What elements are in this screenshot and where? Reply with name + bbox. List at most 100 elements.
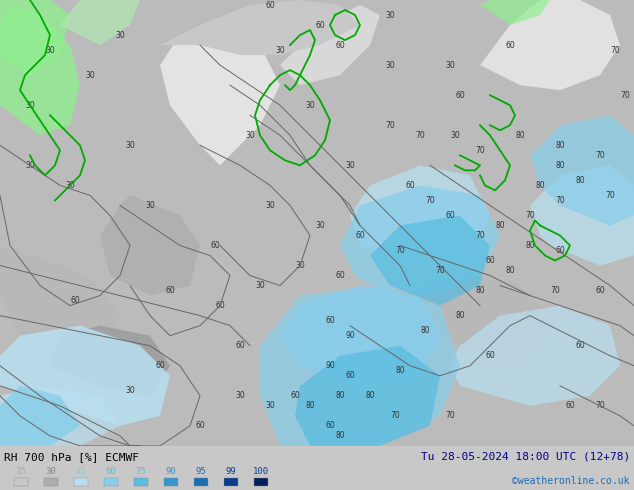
Text: 60: 60 [290, 392, 300, 400]
Text: 30: 30 [265, 401, 275, 410]
Text: 60: 60 [445, 211, 455, 220]
Text: 80: 80 [525, 241, 535, 250]
Text: 30: 30 [315, 221, 325, 230]
Text: 30: 30 [275, 46, 285, 54]
Polygon shape [160, 25, 280, 165]
Polygon shape [480, 0, 620, 90]
Text: 60: 60 [235, 341, 245, 350]
Text: 75: 75 [136, 467, 146, 476]
Bar [74, 478, 88, 486]
Text: 99: 99 [226, 467, 236, 476]
Polygon shape [530, 165, 634, 266]
Bar [104, 478, 118, 486]
Text: 30: 30 [345, 161, 355, 170]
Text: 80: 80 [555, 141, 565, 150]
Text: 30: 30 [125, 386, 135, 395]
Text: 60: 60 [315, 21, 325, 29]
Text: 30: 30 [25, 101, 35, 110]
Text: 30: 30 [85, 71, 95, 80]
Polygon shape [0, 326, 170, 426]
Bar [164, 478, 178, 486]
Text: 70: 70 [475, 231, 485, 240]
Text: 80: 80 [555, 161, 565, 170]
Text: 80: 80 [515, 131, 525, 140]
Text: 90: 90 [345, 331, 355, 340]
Text: 60: 60 [335, 41, 345, 49]
Polygon shape [0, 0, 70, 75]
Text: 80: 80 [335, 431, 345, 441]
Polygon shape [0, 245, 120, 356]
Text: 70: 70 [605, 191, 615, 200]
Text: 60: 60 [325, 421, 335, 430]
Polygon shape [370, 216, 490, 306]
Text: 30: 30 [295, 261, 305, 270]
Text: 70: 70 [385, 121, 395, 130]
Polygon shape [350, 165, 490, 266]
Polygon shape [160, 0, 360, 55]
Text: 80: 80 [365, 392, 375, 400]
Text: 90: 90 [325, 361, 335, 370]
Text: 15: 15 [16, 467, 27, 476]
Text: 60: 60 [210, 241, 220, 250]
Text: 70: 70 [445, 411, 455, 420]
Bar [224, 478, 238, 486]
Polygon shape [530, 115, 634, 225]
Text: 30: 30 [445, 61, 455, 70]
Text: 60: 60 [335, 271, 345, 280]
Text: 80: 80 [335, 392, 345, 400]
Text: 80: 80 [395, 366, 405, 375]
Text: 30: 30 [305, 101, 315, 110]
Text: 30: 30 [145, 201, 155, 210]
Text: 30: 30 [265, 201, 275, 210]
Text: 60: 60 [575, 341, 585, 350]
Text: 60: 60 [165, 286, 175, 295]
Polygon shape [280, 286, 440, 386]
Text: 80: 80 [476, 286, 485, 295]
Polygon shape [60, 0, 140, 45]
Text: 30: 30 [385, 61, 395, 70]
Text: 100: 100 [253, 467, 269, 476]
Polygon shape [480, 0, 550, 25]
Text: 30: 30 [235, 392, 245, 400]
Text: 70: 70 [550, 286, 560, 295]
Text: 60: 60 [555, 246, 565, 255]
Text: 30: 30 [46, 467, 56, 476]
Text: 30: 30 [115, 30, 125, 40]
Bar [44, 478, 58, 486]
Text: 30: 30 [385, 10, 395, 20]
Polygon shape [450, 306, 620, 406]
Text: 60: 60 [215, 301, 225, 310]
Text: 60: 60 [405, 181, 415, 190]
Polygon shape [0, 386, 80, 446]
Text: 30: 30 [245, 131, 255, 140]
Text: 60: 60 [325, 316, 335, 325]
Text: ©weatheronline.co.uk: ©weatheronline.co.uk [512, 476, 630, 486]
Text: 60: 60 [70, 296, 80, 305]
Text: 60: 60 [565, 401, 575, 410]
Text: 80: 80 [505, 266, 515, 275]
Text: 70: 70 [555, 196, 565, 205]
Text: 70: 70 [435, 266, 445, 275]
Text: 45: 45 [75, 467, 86, 476]
Polygon shape [0, 5, 80, 135]
Text: 30: 30 [255, 281, 265, 290]
Text: 80: 80 [575, 176, 585, 185]
Text: 30: 30 [25, 161, 35, 170]
Polygon shape [0, 386, 120, 446]
Text: 60: 60 [485, 351, 495, 360]
Polygon shape [295, 346, 440, 446]
Text: 60: 60 [485, 256, 495, 265]
Text: RH 700 hPa [%] ECMWF: RH 700 hPa [%] ECMWF [4, 452, 139, 462]
Text: 70: 70 [425, 196, 435, 205]
Text: 80: 80 [535, 181, 545, 190]
Polygon shape [280, 5, 380, 85]
Text: 60: 60 [355, 231, 365, 240]
Text: 70: 70 [525, 211, 535, 220]
Text: 70: 70 [595, 401, 605, 410]
Text: 90: 90 [165, 467, 176, 476]
Text: 60: 60 [595, 286, 605, 295]
Polygon shape [260, 286, 460, 446]
Polygon shape [395, 275, 550, 366]
Text: 70: 70 [475, 146, 485, 155]
Bar [194, 478, 208, 486]
